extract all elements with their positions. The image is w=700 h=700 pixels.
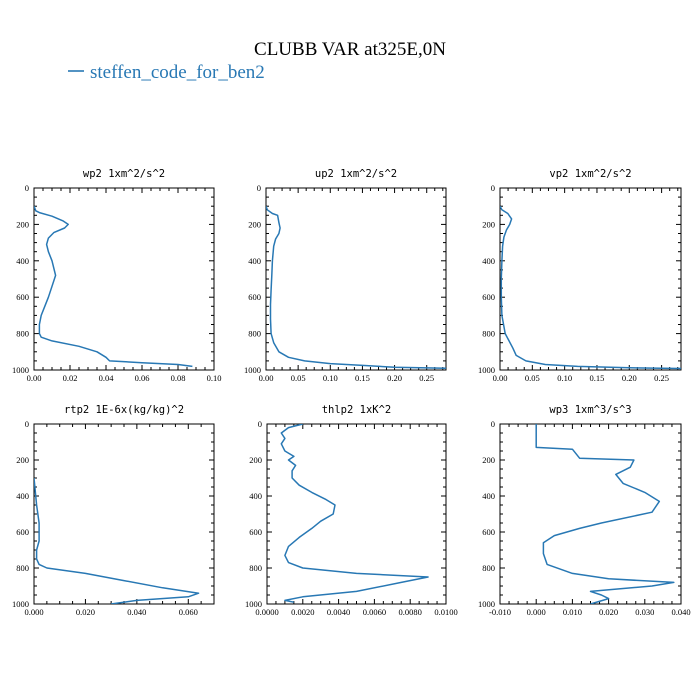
y-tick-label: 800	[482, 329, 495, 339]
x-tick-label: 0.10	[207, 373, 222, 383]
y-tick-label: 800	[482, 563, 495, 573]
y-tick-label: 0	[491, 183, 495, 193]
y-tick-label: 200	[16, 455, 29, 465]
series-line	[500, 205, 681, 370]
plot-frame	[499, 423, 682, 605]
y-tick-label: 800	[16, 329, 29, 339]
x-tick-label: 0.020	[76, 607, 95, 617]
legend-label: steffen_code_for_ben2	[90, 62, 265, 83]
x-tick-label: 0.0060	[363, 607, 386, 617]
x-tick-label: 0.10	[557, 373, 572, 383]
y-tick-label: 400	[16, 256, 29, 266]
x-tick-label: 0.060	[179, 607, 198, 617]
x-tick-label: 0.08	[171, 373, 186, 383]
x-tick-label: 0.20	[387, 373, 402, 383]
panel-3: vp2 1xm^2/s^2 0.00 0.05 0.10 0.15 0.20 0.25 0 20…	[478, 168, 682, 383]
x-tick-label: 0.06	[135, 373, 150, 383]
y-tick-label: 1000	[478, 365, 495, 375]
y-tick-label: 600	[482, 292, 495, 302]
y-tick-label: 600	[249, 527, 262, 537]
x-tick-label: 0.00	[27, 373, 42, 383]
x-tick-label: 0.000	[527, 607, 546, 617]
y-tick-label: 600	[16, 527, 29, 537]
panel-5: thlp2 1xK^2 0.0000 0.0020 0.0040 0.0060 0.008…	[245, 404, 458, 617]
panels: wp2 1xm^2/s^2 0.00 0.02 0.04 0.06 0.08 0.10 0 20…	[12, 168, 691, 617]
x-tick-label: 0.0100	[434, 607, 457, 617]
plot-frame	[499, 187, 682, 371]
y-tick-label: 0	[257, 183, 261, 193]
x-tick-label: 0.0040	[327, 607, 350, 617]
x-tick-label: 0.25	[654, 373, 669, 383]
panel-title: up2 1xm^2/s^2	[315, 168, 397, 180]
y-tick-label: 600	[248, 292, 261, 302]
y-tick-label: 200	[16, 219, 29, 229]
x-tick-label: 0.04	[99, 373, 115, 383]
x-tick-label: 0.15	[590, 373, 605, 383]
plot-frame	[33, 423, 215, 605]
y-tick-label: 1000	[12, 599, 29, 609]
y-tick-label: 400	[482, 491, 495, 501]
series-line	[34, 477, 200, 604]
series-line	[266, 205, 446, 369]
panel-6: wp3 1xm^3/s^3 -0.010 0.000 0.010 0.020 0.030 0…	[478, 404, 691, 617]
y-tick-label: 800	[249, 563, 262, 573]
x-tick-label: 0.02	[63, 373, 78, 383]
series-line	[535, 424, 675, 604]
panel-1: wp2 1xm^2/s^2 0.00 0.02 0.04 0.06 0.08 0.10 0 20…	[12, 168, 221, 383]
y-tick-label: 600	[16, 292, 29, 302]
legend: steffen_code_for_ben2	[68, 62, 265, 83]
x-tick-label: 0.020	[599, 607, 618, 617]
y-tick-label: 800	[248, 329, 261, 339]
x-tick-label: 0.05	[291, 373, 306, 383]
plot-frame	[265, 187, 447, 371]
x-tick-label: 0.000	[24, 607, 43, 617]
series-line	[34, 205, 193, 368]
y-tick-label: 800	[16, 563, 29, 573]
y-tick-label: 0	[25, 183, 29, 193]
y-tick-label: 1000	[245, 599, 262, 609]
y-tick-label: 200	[249, 455, 262, 465]
x-tick-label: 0.040	[127, 607, 146, 617]
y-tick-label: 400	[248, 256, 261, 266]
y-tick-label: 400	[16, 491, 29, 501]
y-tick-label: 0	[25, 419, 29, 429]
x-tick-label: 0.00	[259, 373, 274, 383]
x-tick-label: 0.040	[671, 607, 690, 617]
panel-4: rtp2 1E-6x(kg/kg)^2 0.000 0.020 0.040 0.060 0…	[12, 404, 215, 617]
y-tick-label: 600	[482, 527, 495, 537]
y-tick-label: 0	[258, 419, 262, 429]
x-tick-label: 0.15	[355, 373, 370, 383]
series-line	[280, 424, 429, 603]
y-tick-label: 1000	[478, 599, 495, 609]
panel-title: rtp2 1E-6x(kg/kg)^2	[64, 404, 184, 416]
x-tick-label: -0.010	[489, 607, 511, 617]
x-tick-label: 0.10	[323, 373, 338, 383]
y-tick-label: 0	[491, 419, 495, 429]
x-tick-label: 0.0080	[399, 607, 422, 617]
y-tick-label: 200	[248, 219, 261, 229]
y-tick-label: 200	[482, 455, 495, 465]
panel-title: thlp2 1xK^2	[322, 404, 392, 416]
panel-title: wp2 1xm^2/s^2	[83, 168, 165, 180]
panel-2: up2 1xm^2/s^2 0.00 0.05 0.10 0.15 0.20 0.25 0 20…	[244, 168, 447, 383]
panel-title: vp2 1xm^2/s^2	[549, 168, 631, 180]
x-tick-label: 0.25	[419, 373, 434, 383]
x-tick-label: 0.20	[622, 373, 637, 383]
y-tick-label: 1000	[12, 365, 29, 375]
y-tick-label: 400	[482, 256, 495, 266]
x-tick-label: 0.0020	[291, 607, 314, 617]
x-tick-label: 0.05	[525, 373, 540, 383]
x-tick-label: 0.010	[563, 607, 582, 617]
panel-title: wp3 1xm^3/s^3	[549, 404, 631, 416]
y-tick-label: 200	[482, 219, 495, 229]
x-tick-label: 0.00	[493, 373, 508, 383]
y-tick-label: 1000	[244, 365, 261, 375]
x-tick-label: 0.0000	[255, 607, 278, 617]
y-tick-label: 400	[249, 491, 262, 501]
figure-title: CLUBB VAR at325E,0N	[254, 39, 446, 60]
x-tick-label: 0.030	[635, 607, 654, 617]
